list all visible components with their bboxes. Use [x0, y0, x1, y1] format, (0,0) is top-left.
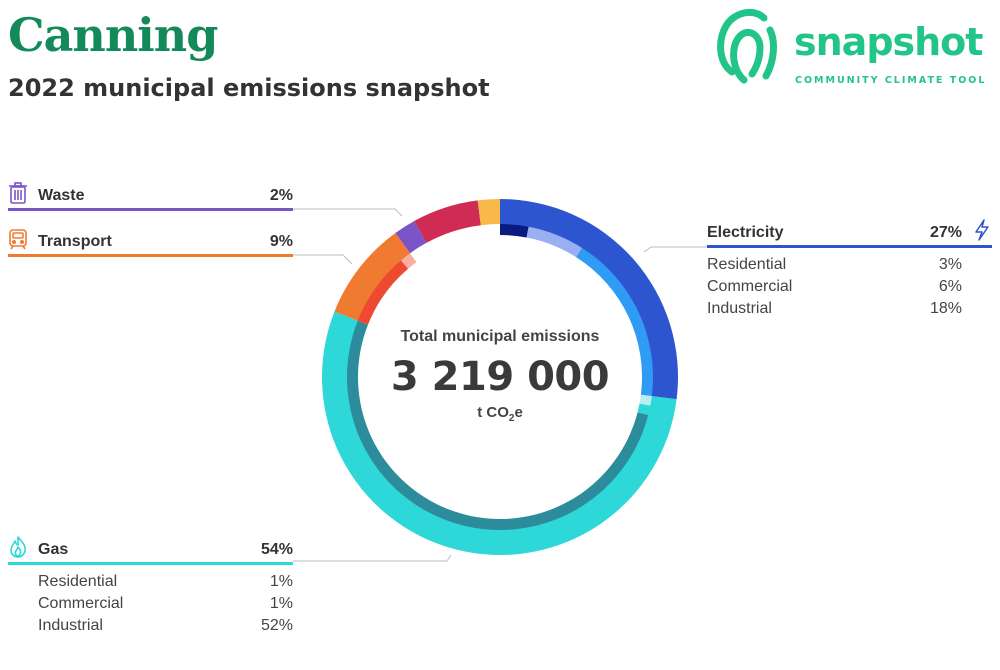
inner-ring-segment-4: [637, 403, 651, 416]
inner-ring-segment-8: [410, 242, 432, 263]
outer-ring-segment-2: [334, 232, 411, 322]
outer-ring-segment-3: [395, 221, 427, 255]
waste-sector: Waste 2%: [8, 180, 293, 211]
lightning-icon: [975, 219, 989, 241]
inner-ring: [347, 224, 654, 531]
total-emissions-value: 3 219 000: [390, 354, 610, 400]
electricity-row-commercial: Commercial 6%: [707, 276, 992, 298]
electricity-sector: Electricity 27% Residential 3% Commercia…: [707, 217, 992, 320]
transport-percent: 9%: [269, 233, 293, 250]
gas-row-industrial: Industrial 52%: [8, 615, 293, 637]
transport-label: Transport: [38, 233, 112, 250]
row-label: Industrial: [707, 300, 772, 317]
electricity-breakdown: Residential 3% Commercial 6% Industrial …: [707, 248, 992, 320]
waste-percent: 2%: [269, 187, 293, 204]
gas-breakdown: Residential 1% Commercial 1% Industrial …: [8, 565, 293, 637]
inner-ring-segment-6: [357, 260, 409, 325]
electricity-header: Electricity 27%: [707, 217, 992, 248]
inner-ring-segment-0: [500, 224, 529, 238]
gas-label: Gas: [38, 541, 69, 558]
inner-ring-segment-7: [401, 253, 417, 269]
row-percent: 1%: [269, 595, 293, 612]
inner-ring-segment-10: [480, 224, 500, 237]
train-icon: [9, 229, 27, 250]
inner-ring-segment-2: [576, 247, 654, 397]
transport-sector: Transport 9%: [8, 226, 293, 257]
outer-ring-segment-5: [477, 199, 500, 227]
snapshot-logo-icon: [717, 8, 777, 84]
electricity-percent: 27%: [929, 224, 962, 241]
waste-leader-line: [293, 208, 403, 217]
waste-header: Waste 2%: [8, 180, 293, 211]
gas-header: Gas 54%: [8, 534, 293, 565]
electricity-leader-line: [643, 246, 707, 253]
row-percent: 52%: [260, 617, 293, 634]
leader-lines: [293, 208, 707, 562]
electricity-label: Electricity: [707, 224, 784, 241]
total-emissions-label: Total municipal emissions: [400, 328, 600, 345]
total-emissions-unit: t CO2e: [477, 404, 523, 424]
page-subtitle: 2022 municipal emissions snapshot: [8, 74, 490, 102]
page-title: Canning: [8, 8, 218, 62]
inner-ring-segment-1: [526, 226, 582, 258]
flame-icon: [10, 536, 26, 558]
gas-sector: Gas 54% Residential 1% Commercial 1% Ind…: [8, 534, 293, 637]
outer-ring-segment-4: [414, 200, 481, 244]
row-percent: 6%: [938, 278, 962, 295]
row-label: Residential: [707, 256, 787, 273]
gas-row-commercial: Commercial 1%: [8, 593, 293, 615]
transport-header: Transport 9%: [8, 226, 293, 257]
gas-percent: 54%: [260, 541, 293, 558]
inner-ring-segment-3: [639, 394, 652, 406]
electricity-row-industrial: Industrial 18%: [707, 298, 992, 320]
row-label: Commercial: [38, 595, 124, 612]
logo-wordmark: snapshot: [794, 20, 983, 64]
row-label: Residential: [38, 573, 118, 590]
logo-tagline: COMMUNITY CLIMATE TOOL: [795, 75, 987, 86]
gas-row-residential: Residential 1%: [8, 571, 293, 593]
row-label: Commercial: [707, 278, 793, 295]
gas-leader-line: [293, 554, 452, 562]
row-percent: 1%: [269, 573, 293, 590]
bin-icon: [9, 182, 27, 204]
row-label: Industrial: [38, 617, 103, 634]
outer-ring: [322, 199, 678, 555]
transport-leader-line: [293, 254, 353, 265]
outer-ring-segment-1: [322, 311, 677, 555]
inner-ring-segment-9: [426, 225, 483, 253]
row-percent: 3%: [938, 256, 962, 273]
waste-label: Waste: [38, 187, 85, 204]
outer-ring-segment-0: [500, 199, 678, 400]
row-percent: 18%: [929, 300, 962, 317]
electricity-row-residential: Residential 3%: [707, 254, 992, 276]
